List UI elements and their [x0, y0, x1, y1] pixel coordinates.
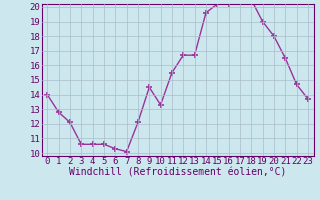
- X-axis label: Windchill (Refroidissement éolien,°C): Windchill (Refroidissement éolien,°C): [69, 168, 286, 178]
